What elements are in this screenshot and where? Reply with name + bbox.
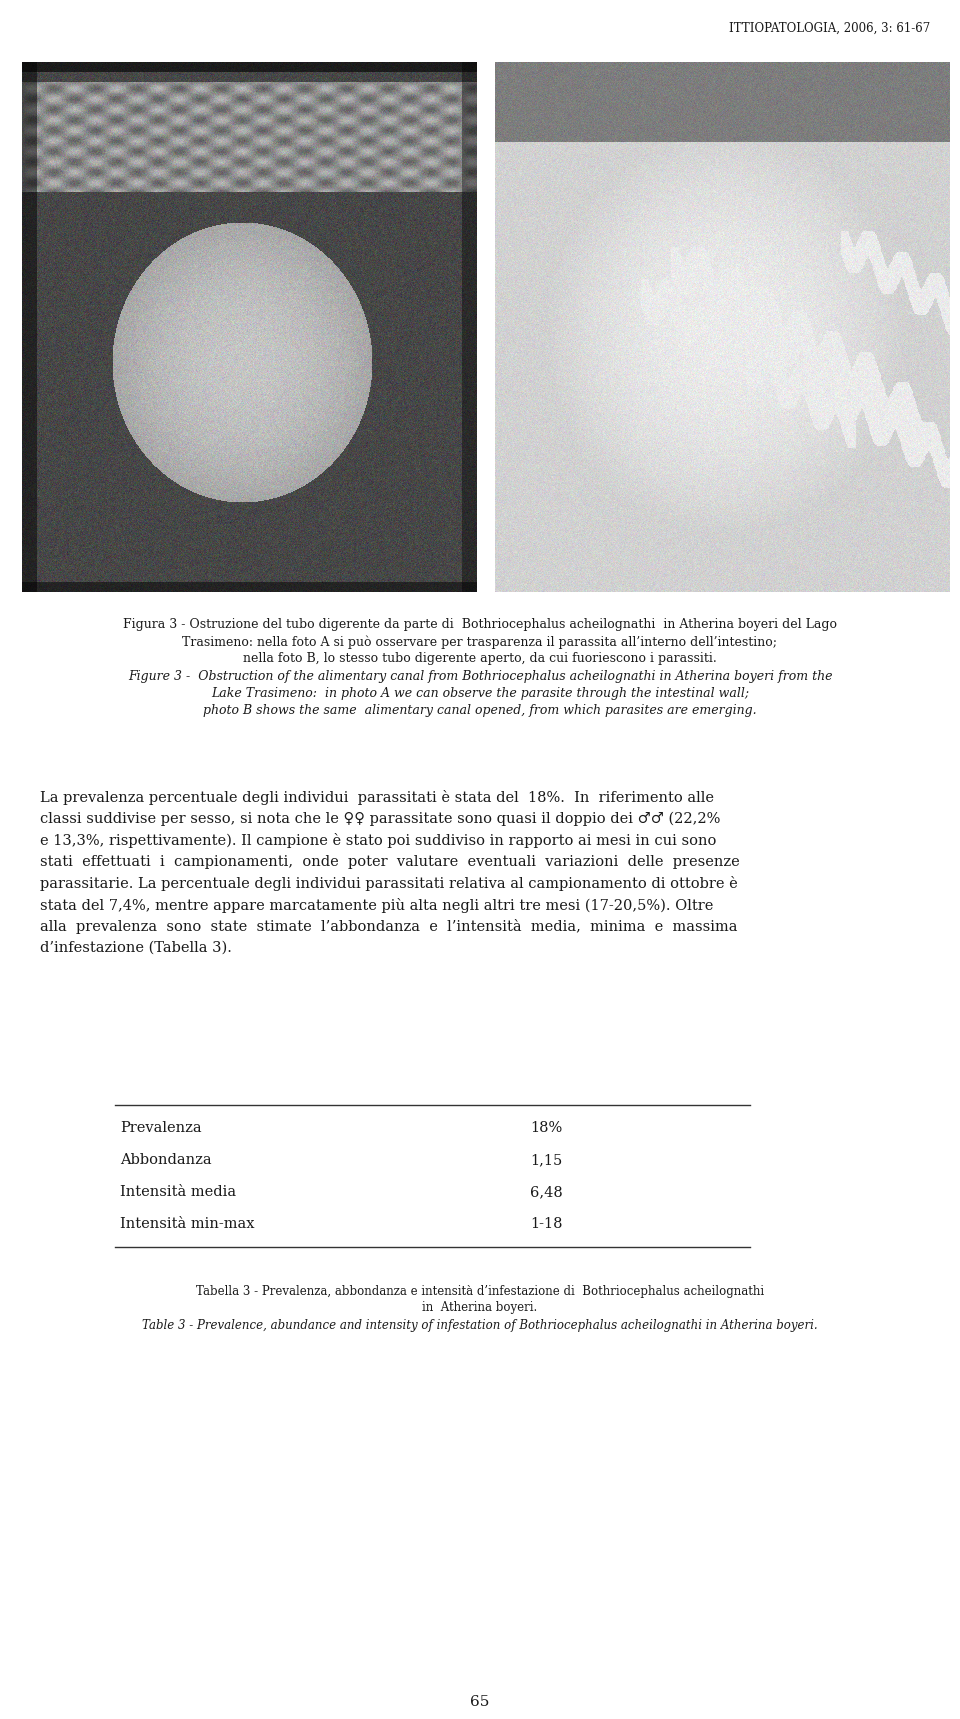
Text: Lake Trasimeno:  in photo A we can observe the parasite through the intestinal w: Lake Trasimeno: in photo A we can observ…	[211, 688, 749, 700]
Text: nella foto B, lo stesso tubo digerente aperto, da cui fuoriescono i parassiti.: nella foto B, lo stesso tubo digerente a…	[243, 652, 717, 665]
Text: 1,15: 1,15	[530, 1153, 563, 1167]
Text: Table 3 - Prevalence, abundance and intensity of infestation of Bothriocephalus : Table 3 - Prevalence, abundance and inte…	[142, 1318, 818, 1332]
Text: scala 1:10: scala 1:10	[412, 567, 469, 578]
Text: Abbondanza: Abbondanza	[120, 1153, 211, 1167]
Text: photo B shows the same  alimentary canal opened, from which parasites are emergi: photo B shows the same alimentary canal …	[204, 705, 756, 717]
Text: stati  effettuati  i  campionamenti,  onde  poter  valutare  eventuali  variazio: stati effettuati i campionamenti, onde p…	[40, 854, 740, 868]
Text: Trasimeno: nella foto A si può osservare per trasparenza il parassita all’intern: Trasimeno: nella foto A si può osservare…	[182, 634, 778, 648]
Text: A: A	[38, 555, 53, 574]
Text: 65: 65	[470, 1695, 490, 1709]
Text: Figure 3 -  Obstruction of the alimentary canal from Bothriocephalus acheilognat: Figure 3 - Obstruction of the alimentary…	[128, 670, 832, 682]
Text: 6,48: 6,48	[530, 1184, 563, 1198]
Text: B: B	[511, 555, 528, 574]
Text: parassitarie. La percentuale degli individui parassitati relativa al campionamen: parassitarie. La percentuale degli indiv…	[40, 877, 737, 890]
Text: scala 1:10: scala 1:10	[884, 567, 942, 578]
Text: La prevalenza percentuale degli individui  parassitati è stata del  18%.  In  ri: La prevalenza percentuale degli individu…	[40, 791, 714, 804]
Text: Intensità min-max: Intensità min-max	[120, 1217, 254, 1231]
Text: stata del 7,4%, mentre appare marcatamente più alta negli altri tre mesi (17-20,: stata del 7,4%, mentre appare marcatamen…	[40, 897, 713, 913]
Text: e 13,3%, rispettivamente). Il campione è stato poi suddiviso in rapporto ai mesi: e 13,3%, rispettivamente). Il campione è…	[40, 834, 716, 847]
Text: alla  prevalenza  sono  state  stimate  l’abbondanza  e  l’intensità  media,  mi: alla prevalenza sono state stimate l’abb…	[40, 920, 737, 933]
Text: ITTIOPATOLOGIA, 2006, 3: 61-67: ITTIOPATOLOGIA, 2006, 3: 61-67	[729, 22, 930, 34]
Text: d’infestazione (Tabella 3).: d’infestazione (Tabella 3).	[40, 940, 232, 954]
Text: Intensità media: Intensità media	[120, 1184, 236, 1198]
Text: Prevalenza: Prevalenza	[120, 1121, 202, 1135]
Text: Figura 3 - Ostruzione del tubo digerente da parte di  Bothriocephalus acheilogna: Figura 3 - Ostruzione del tubo digerente…	[123, 619, 837, 631]
Text: in  Atherina boyeri.: in Atherina boyeri.	[422, 1301, 538, 1313]
Text: 1-18: 1-18	[530, 1217, 563, 1231]
Text: Tabella 3 - Prevalenza, abbondanza e intensità d’infestazione di  Bothriocephalu: Tabella 3 - Prevalenza, abbondanza e int…	[196, 1286, 764, 1298]
Text: 18%: 18%	[530, 1121, 563, 1135]
Text: classi suddivise per sesso, si nota che le ♀♀ parassitate sono quasi il doppio d: classi suddivise per sesso, si nota che …	[40, 811, 720, 825]
